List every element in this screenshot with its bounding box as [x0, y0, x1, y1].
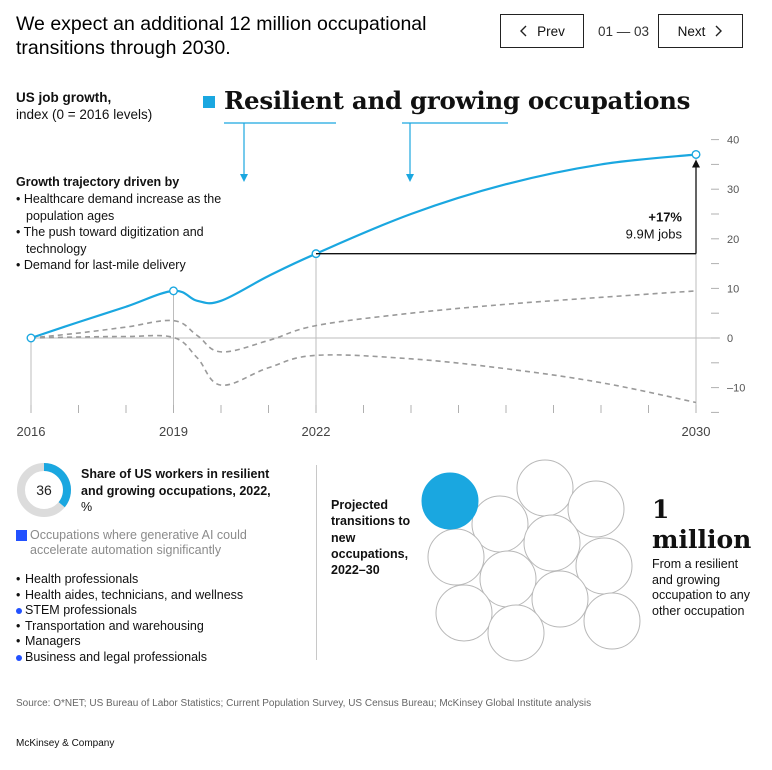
bullet-icon: • — [16, 618, 21, 633]
series-line-resilient — [30, 153, 697, 340]
chevron-right-icon — [715, 25, 723, 37]
occupation-list: • Health professionals • Health aides, tech… — [16, 572, 296, 666]
circle-mark — [427, 528, 485, 586]
arrow-up-icon — [692, 159, 700, 168]
arrow-down-icon — [406, 174, 414, 182]
series-line-dashed — [30, 290, 697, 353]
occupation-label: Transportation and warehousing — [25, 618, 204, 633]
y-tick-label: –10 — [727, 383, 745, 395]
growth-item: • The push toward digitization and techn… — [16, 225, 204, 256]
brand-logo-text: McKinsey & Company — [16, 738, 115, 749]
bullet-icon: • — [16, 572, 21, 586]
headline: We expect an additional 12 million occup… — [16, 13, 427, 59]
occupation-item: STEM professionals — [16, 603, 296, 619]
genai-dot-icon — [16, 654, 22, 661]
legend-label: Resilient and growing occupations — [224, 86, 691, 115]
circle-mark — [435, 584, 493, 642]
highlighted-circle — [421, 472, 479, 530]
series-point — [691, 149, 701, 159]
circle-mark — [523, 514, 581, 572]
growth-item: • Healthcare demand increase as the popu… — [16, 192, 222, 223]
circle-mark — [487, 604, 545, 662]
y-tick-label: 0 — [727, 333, 733, 345]
big-number-description: From a resilient and growing occupation … — [652, 557, 750, 618]
occupation-label: Business and legal professionals — [25, 649, 208, 664]
annotation-change: +17% — [648, 210, 682, 225]
occupation-label: Health professionals — [25, 572, 139, 586]
circle-mark — [516, 459, 574, 517]
chevron-left-icon — [520, 25, 527, 37]
share-unit: % — [81, 500, 93, 514]
growth-list: • Healthcare demand increase as the popu… — [16, 191, 226, 274]
next-label: Next — [677, 23, 706, 39]
annotation-jobs: 9.9M jobs — [626, 227, 683, 242]
genai-legend-swatch — [16, 530, 27, 541]
occupation-item: • Transportation and warehousing — [16, 619, 296, 635]
occupation-label: STEM professionals — [25, 603, 137, 618]
share-value: 36 — [36, 482, 52, 498]
projected-title: Projected transitions to new occupations… — [331, 498, 411, 578]
bullet-icon: • — [16, 587, 21, 602]
series-point — [26, 333, 36, 343]
x-tick-label: 2030 — [682, 424, 711, 439]
share-donut — [17, 463, 71, 517]
pager: 01 — 03 — [598, 24, 650, 39]
occupation-item: Business and legal professionals — [16, 650, 296, 666]
y-axis-subtitle: index (0 = 2016 levels) — [16, 107, 153, 122]
circle-mark — [531, 570, 589, 628]
genai-dot-icon — [16, 607, 22, 614]
transition-circles — [421, 459, 641, 662]
prev-label: Prev — [537, 23, 565, 39]
occupation-item: • Health aides, technicians, and wellness — [16, 588, 296, 604]
next-button[interactable]: Next — [658, 14, 743, 48]
occupation-label: Managers — [25, 634, 81, 649]
growth-title: Growth trajectory driven by — [16, 175, 180, 189]
growth-item: • Demand for last-mile delivery — [16, 258, 186, 272]
arrow-down-icon — [240, 174, 248, 182]
occupation-item: • Health professionals — [16, 572, 296, 588]
bullet-icon: • — [16, 634, 21, 649]
y-tick-label: 20 — [727, 234, 739, 246]
legend-swatch — [203, 96, 215, 108]
occupation-item: • Managers — [16, 634, 296, 650]
y-tick-label: 40 — [727, 135, 739, 147]
occupation-label: Health aides, technicians, and wellness — [25, 587, 244, 602]
line-chart: +17% 9.9M jobs 40 30 20 10 0 –10 2016 2019 2022 20… — [17, 122, 745, 439]
x-tick-label: 2019 — [159, 424, 188, 439]
x-tick-label: 2022 — [302, 424, 331, 439]
x-tick-label: 2016 — [17, 424, 46, 439]
source-note: Source: O*NET; US Bureau of Labor Statis… — [16, 698, 592, 709]
donut-value-arc — [43, 463, 71, 508]
divider — [316, 465, 317, 660]
y-tick-label: 10 — [727, 283, 739, 295]
share-title: Share of US workers in resilient and gro… — [81, 466, 281, 516]
y-tick-label: 30 — [727, 184, 739, 196]
y-axis-title: US job growth, — [16, 90, 112, 105]
circle-mark — [567, 480, 625, 538]
series-point — [168, 286, 178, 296]
prev-button[interactable]: Prev — [500, 14, 584, 48]
share-title-text: Share of US workers in resilient and gro… — [81, 467, 271, 498]
big-number: 1 million — [652, 495, 752, 554]
series-line-dashed — [30, 334, 697, 404]
circle-mark — [583, 592, 641, 650]
genai-legend-label: Occupations where generative AI could ac… — [30, 528, 247, 557]
